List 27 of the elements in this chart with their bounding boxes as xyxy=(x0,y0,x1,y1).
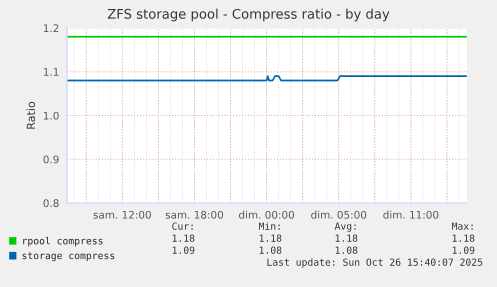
x-tick-label: dim. 00:00 xyxy=(239,210,294,219)
y-tick-label: 1.2 xyxy=(44,24,58,32)
text: 1.18 xyxy=(452,234,474,242)
chart-title: ZFS storage pool - Compress ratio - by day xyxy=(108,8,390,22)
text: Avg: xyxy=(334,222,356,232)
text: 1.09 xyxy=(452,246,474,254)
x-tick-label: sam. 18:00 xyxy=(166,210,224,219)
y-tick-label: 0.9 xyxy=(43,155,59,164)
text: Min: xyxy=(258,222,280,230)
x-tick-label: dim. 05:00 xyxy=(311,210,366,219)
y-axis-title: Ratio xyxy=(26,102,36,129)
y-tick-label: 1.0 xyxy=(44,112,59,120)
text: Last update: Sun Oct 26 15:40:07 2025 xyxy=(267,258,482,268)
legend-label: rpool compress xyxy=(23,236,103,246)
text: 1.08 xyxy=(336,246,358,254)
y-tick-label: 1.1 xyxy=(44,68,58,76)
text: 1.09 xyxy=(172,246,194,254)
text: Max: xyxy=(452,222,473,230)
text: 1.18 xyxy=(172,234,194,242)
text: 1.18 xyxy=(336,234,358,242)
text: 1.08 xyxy=(260,246,282,254)
x-tick-label: sam. 12:00 xyxy=(94,210,151,219)
text: Cur: xyxy=(172,222,193,230)
y-tick-label: 0.8 xyxy=(43,199,59,208)
legend-label: storage compress xyxy=(22,252,114,262)
x-tick-label: dim. 11:00 xyxy=(383,210,438,219)
text: 1.18 xyxy=(260,234,282,242)
